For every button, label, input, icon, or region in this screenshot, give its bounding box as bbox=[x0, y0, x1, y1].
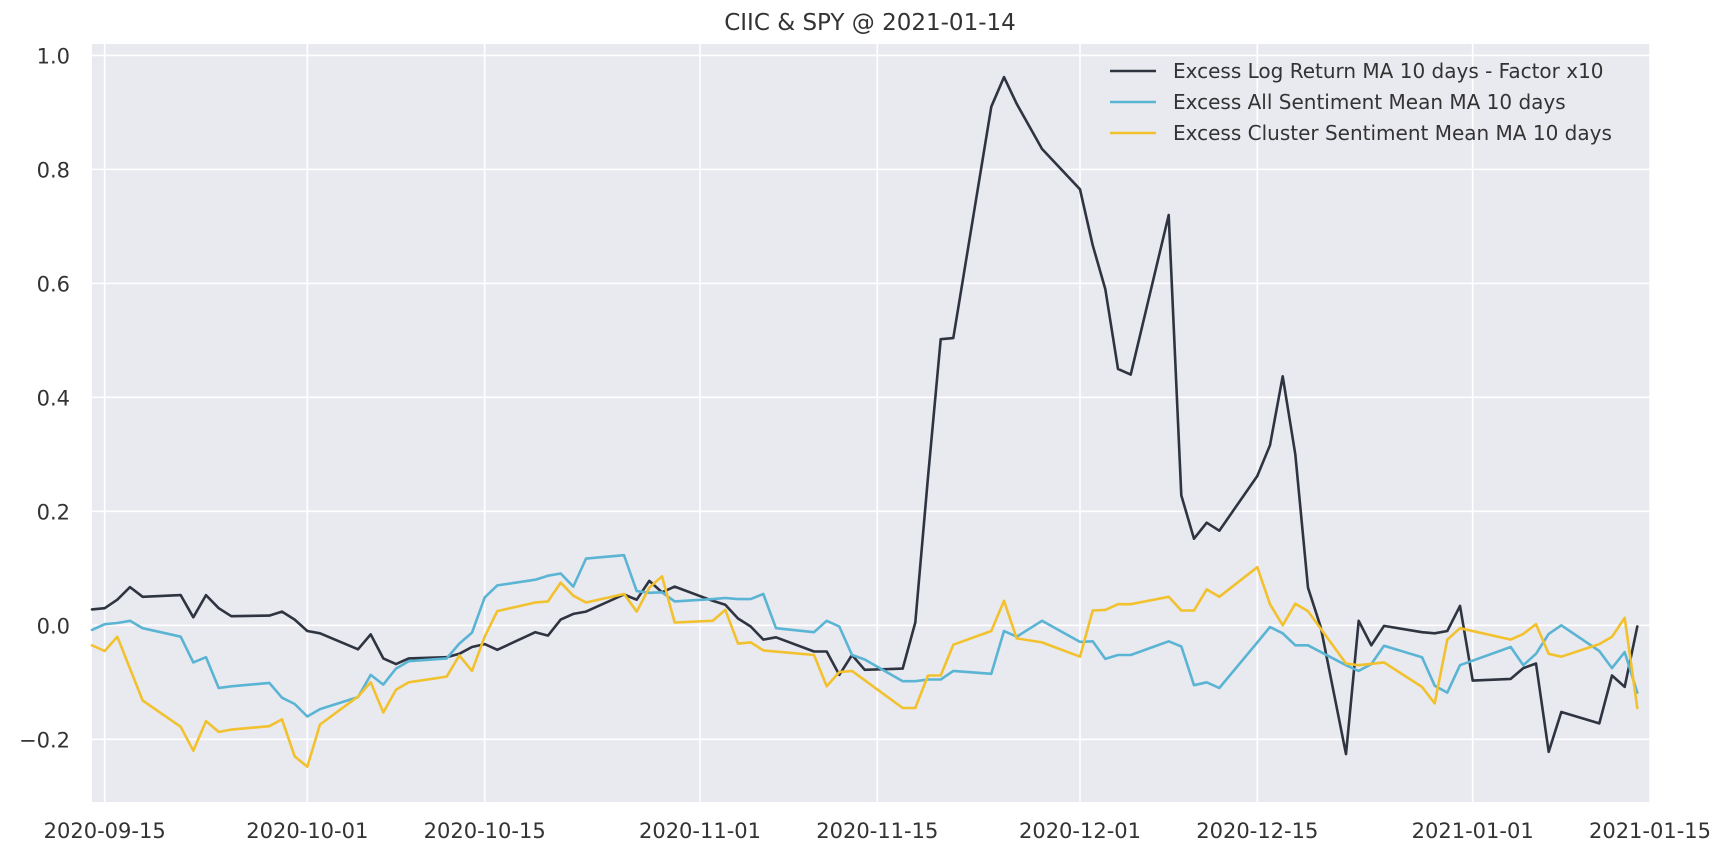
x-tick-label: 2021-01-15 bbox=[1589, 819, 1711, 843]
legend: Excess Log Return MA 10 days - Factor x1… bbox=[1110, 59, 1612, 145]
y-tick-label: −0.2 bbox=[19, 728, 70, 752]
y-tick-label: 0.2 bbox=[37, 500, 70, 524]
y-tick-label: 0.0 bbox=[37, 614, 70, 638]
y-tick-label: 0.6 bbox=[37, 272, 70, 296]
series-line bbox=[90, 565, 1639, 769]
legend-label: Excess Cluster Sentiment Mean MA 10 days bbox=[1173, 121, 1612, 145]
chart-title: CIIC & SPY @ 2021-01-14 bbox=[724, 10, 1016, 36]
series-lines bbox=[90, 75, 1639, 769]
y-tick-label: 1.0 bbox=[37, 44, 70, 68]
x-tick-label: 2020-10-15 bbox=[424, 819, 546, 843]
x-axis-ticks: 2020-09-15 2020-10-01 2020-10-15 2020-11-01… bbox=[44, 819, 1711, 843]
series-line bbox=[90, 553, 1639, 718]
x-tick-label: 2020-11-15 bbox=[816, 819, 938, 843]
grid-lines bbox=[92, 44, 1651, 802]
plot-area bbox=[92, 44, 1650, 802]
y-tick-label: 0.8 bbox=[37, 158, 70, 182]
x-tick-label: 2020-10-01 bbox=[246, 819, 368, 843]
legend-label: Excess Log Return MA 10 days - Factor x1… bbox=[1173, 59, 1604, 83]
legend-label: Excess All Sentiment Mean MA 10 days bbox=[1173, 90, 1566, 114]
x-tick-label: 2021-01-01 bbox=[1412, 819, 1534, 843]
x-tick-label: 2020-12-01 bbox=[1019, 819, 1141, 843]
y-axis-ticks: −0.2 0.0 0.2 0.4 0.6 0.8 1.0 bbox=[19, 44, 70, 752]
y-tick-label: 0.4 bbox=[37, 386, 70, 410]
x-tick-label: 2020-09-15 bbox=[44, 819, 166, 843]
x-tick-label: 2020-11-01 bbox=[639, 819, 761, 843]
x-tick-label: 2020-12-15 bbox=[1196, 819, 1318, 843]
